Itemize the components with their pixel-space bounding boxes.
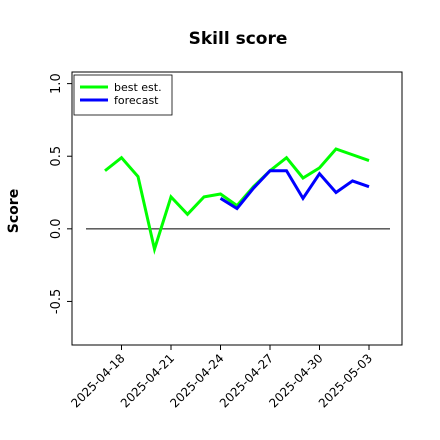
legend-label: forecast <box>114 94 159 107</box>
y-tick-label: -0.5 <box>49 289 64 314</box>
chart-title: Skill score <box>189 29 288 49</box>
x-tick-label: 2025-05-03 <box>316 351 375 410</box>
legend-box <box>73 74 173 116</box>
y-axis-label: Score <box>6 189 22 233</box>
y-tick-label: 1.0 <box>49 73 64 94</box>
series-line <box>219 169 370 211</box>
y-tick-label: 0.0 <box>49 218 64 239</box>
series-line <box>104 147 370 255</box>
y-tick-label: 0.5 <box>49 146 64 167</box>
plot-frame <box>71 71 403 346</box>
legend-label: best est. <box>114 81 162 94</box>
